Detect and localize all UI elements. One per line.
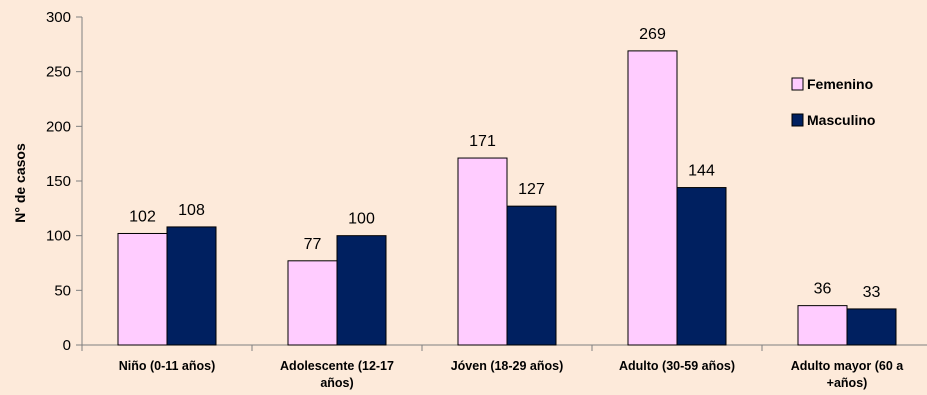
bar-femenino xyxy=(287,260,338,346)
x-tick-label: Adulto mayor (60 a +años) xyxy=(791,359,905,390)
data-label: 269 xyxy=(639,26,666,43)
data-label: 171 xyxy=(469,133,496,150)
y-tick-label: 100 xyxy=(46,228,71,245)
data-label: 77 xyxy=(304,236,322,253)
y-tick-label: 250 xyxy=(46,64,71,81)
bar-femenino xyxy=(797,305,848,346)
y-tick-label: 50 xyxy=(54,282,71,299)
y-tick-label: 200 xyxy=(46,118,71,135)
bar-femenino xyxy=(457,157,508,346)
legend-swatch-femenino xyxy=(791,77,804,91)
bar-masculino xyxy=(166,226,217,346)
x-tick-label: Niño (0-11 años) xyxy=(119,359,216,373)
bar-masculino xyxy=(336,235,387,346)
data-label: 36 xyxy=(814,281,832,298)
bar-masculino xyxy=(506,205,557,346)
y-axis-title: N° de casos xyxy=(12,143,28,223)
legend-label-masculino: Masculino xyxy=(807,112,875,128)
legend: Femenino Masculino xyxy=(791,76,875,128)
legend-label-femenino: Femenino xyxy=(807,76,873,92)
x-tick-label: Adulto (30-59 años) xyxy=(619,359,735,373)
bar-femenino xyxy=(627,50,678,346)
data-label: 102 xyxy=(129,208,156,225)
y-axis: 0 50 100 150 200 250 300 xyxy=(46,9,83,354)
data-labels: 102 77 171 269 36 108 100 127 144 33 xyxy=(129,26,880,301)
bar-masculino xyxy=(676,187,727,346)
legend-swatch-masculino xyxy=(791,113,804,127)
y-tick-label: 150 xyxy=(46,173,71,190)
data-label: 108 xyxy=(178,202,205,219)
data-label: 100 xyxy=(348,211,375,228)
y-tick-label: 300 xyxy=(46,9,71,26)
data-label: 33 xyxy=(863,284,881,301)
data-label: 144 xyxy=(688,163,715,180)
x-tick-label: Adolescente (12-17 años) xyxy=(280,359,394,390)
bar-masculino xyxy=(846,308,897,346)
bar-femenino xyxy=(117,232,168,346)
x-tick-label: Jóven (18-29 años) xyxy=(451,359,564,373)
data-label: 127 xyxy=(518,181,545,198)
y-tick-label: 0 xyxy=(63,337,71,354)
bars xyxy=(117,50,897,346)
